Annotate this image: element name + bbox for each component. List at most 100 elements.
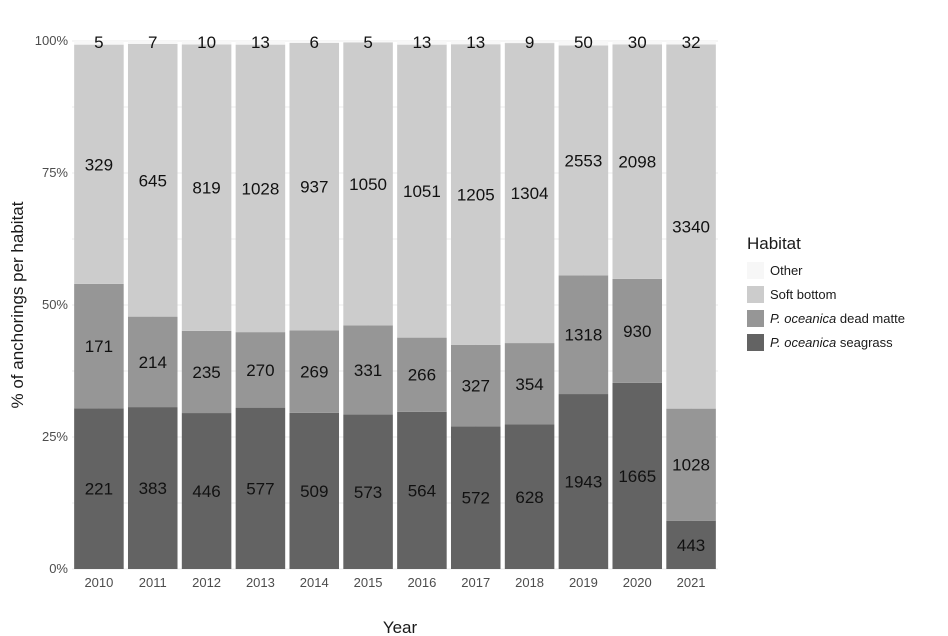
bar-value-label: 5 [363,33,372,52]
bar-value-label: 331 [354,361,382,380]
bar-segment [127,316,178,408]
bar-value-label: 50 [574,33,593,52]
bar-segment [558,41,609,46]
bar-value-label: 13 [466,33,485,52]
bar-value-label: 572 [462,489,490,508]
bar-value-label: 214 [139,353,167,372]
y-tick-label: 0% [49,561,68,576]
x-tick-label: 2020 [623,575,652,590]
bar-segment [558,275,609,395]
y-axis-title: % of anchorings per habitat [8,201,27,408]
bar-segment [558,45,609,276]
bar-value-label: 329 [85,155,113,174]
bar-segment [181,44,232,331]
bar-value-label: 1318 [565,326,603,345]
bar-segment [74,283,124,409]
bar-value-label: 2098 [618,153,656,172]
y-tick-label: 25% [42,429,68,444]
bar-segment [289,42,340,331]
bar-segment [504,424,555,569]
bar-value-label: 564 [408,481,436,500]
x-tick-label: 2016 [407,575,436,590]
bar-value-label: 5 [94,33,103,52]
bar-segment [235,41,286,45]
x-tick-label: 2011 [139,575,167,590]
bar-segment [397,411,447,569]
bars [74,41,716,569]
bar-segment [612,382,663,569]
legend: Habitat Other Soft bottom P. oceanica dead… [747,234,905,351]
bar-value-label: 235 [192,363,220,382]
bar-segment [504,43,555,344]
bar-segment [127,407,178,569]
y-tick-label: 75% [42,165,68,180]
bar-value-label: 443 [677,536,705,555]
y-tick-label: 50% [42,297,68,312]
bar-segment [235,44,286,333]
x-tick-label: 2019 [569,575,598,590]
bar-segment [235,407,286,569]
bar-segment [343,325,393,415]
x-tick-label: 2012 [192,575,221,590]
legend-title: Habitat [747,234,801,253]
bar-value-label: 1050 [349,175,387,194]
bar-value-label: 13 [251,33,270,52]
bar-segment [666,520,716,569]
bar-segment [343,42,393,326]
bar-value-label: 577 [246,479,274,498]
legend-swatch [747,286,764,303]
bar-segment [450,426,501,569]
bar-segment [612,44,663,279]
bar-value-label: 3340 [672,218,710,237]
legend-swatch [747,262,764,279]
bar-value-label: 1028 [672,456,710,475]
bar-value-label: 937 [300,178,328,197]
bar-segment [612,41,663,45]
bar-value-label: 327 [462,377,490,396]
bar-segment [612,278,663,383]
x-tick-label: 2014 [300,575,329,590]
bar-segment [181,413,232,569]
bar-segment [343,414,393,569]
bar-segment [289,412,340,569]
bar-value-label: 645 [139,171,167,190]
bar-value-label: 930 [623,322,651,341]
legend-swatch [747,334,764,351]
bar-segment [558,394,609,569]
bar-value-label: 266 [408,366,436,385]
bar-value-label: 7 [148,33,157,52]
bar-segment [397,41,447,45]
bar-segment [450,44,501,345]
bar-value-label: 1028 [242,179,280,198]
bar-segment [666,408,716,521]
legend-swatch [747,310,764,327]
bar-value-label: 1943 [565,473,603,492]
bar-value-label: 573 [354,483,382,502]
bar-value-label: 221 [85,480,113,499]
bar-value-label: 6 [310,33,319,52]
legend-label: Other [770,263,803,278]
bar-segment [450,344,501,427]
bar-value-label: 30 [628,33,647,52]
bar-segment [235,332,286,408]
bar-value-label: 10 [197,33,216,52]
bar-value-label: 446 [192,482,220,501]
bar-value-label: 1205 [457,186,495,205]
bar-segment [74,408,124,569]
bar-segment [397,44,447,338]
bar-segment [181,330,232,414]
bar-segment [504,343,555,425]
bar-segment [450,41,501,45]
bar-segment [127,41,178,44]
bar-segment [74,41,124,45]
legend-label: P. oceanica dead matte [770,311,905,326]
bar-value-label: 354 [515,375,543,394]
x-tick-label: 2013 [246,575,275,590]
bar-segment [666,41,716,45]
bar-value-label: 9 [525,33,534,52]
bar-value-label: 1051 [403,182,441,201]
bar-segment [504,41,555,44]
bar-segment [397,337,447,412]
bar-value-label: 13 [412,33,431,52]
bar-value-label: 383 [139,479,167,498]
